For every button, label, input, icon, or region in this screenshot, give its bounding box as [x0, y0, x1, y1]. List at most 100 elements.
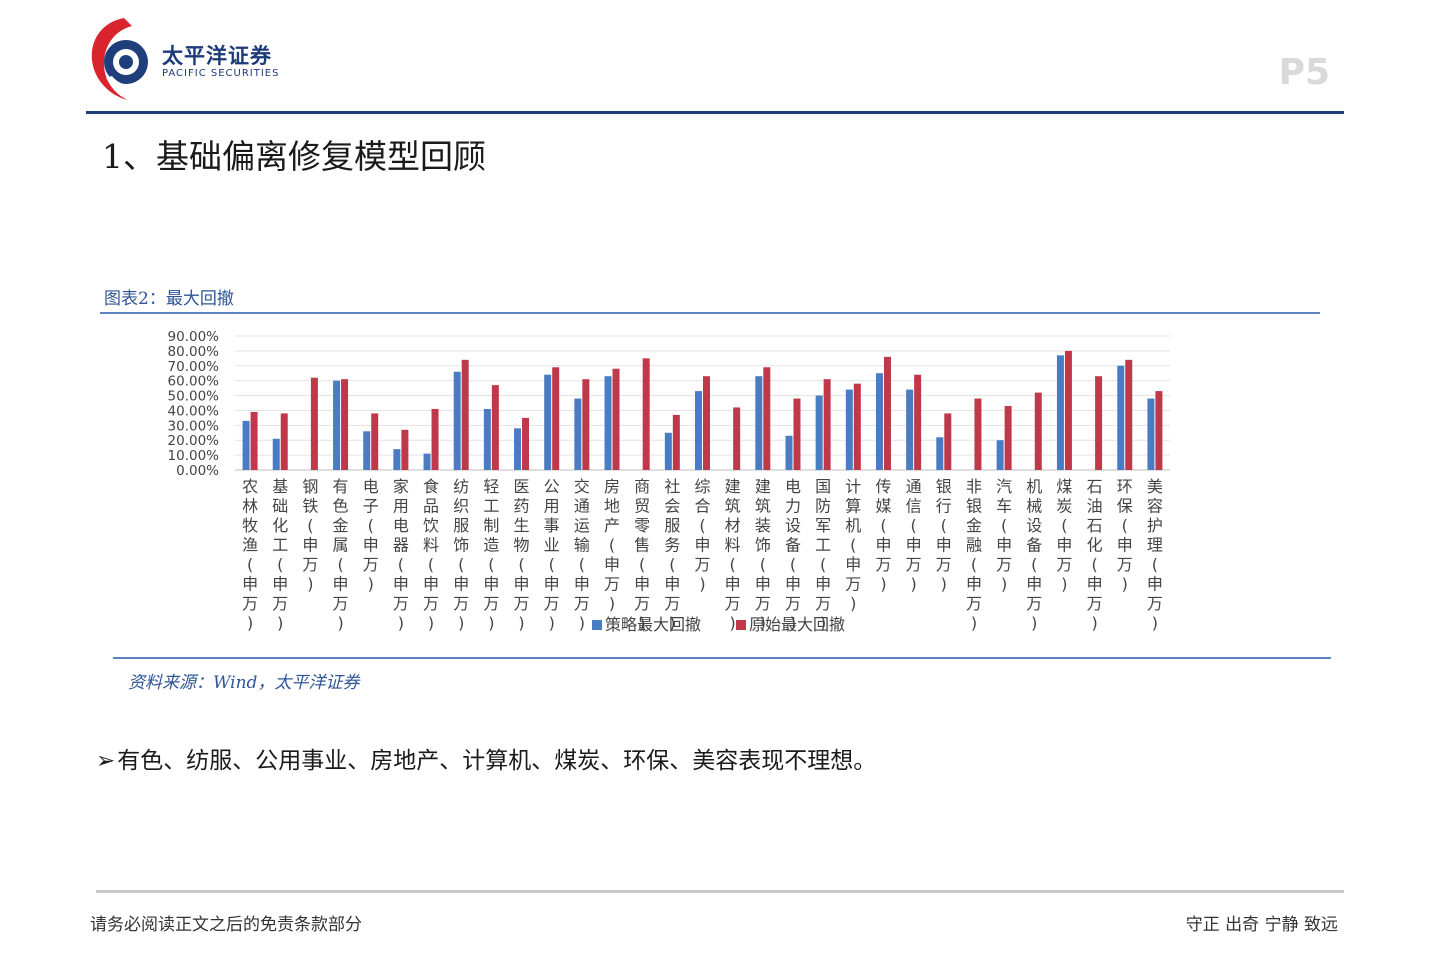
- source-divider: [113, 657, 1331, 659]
- bar-original: [1095, 376, 1103, 470]
- bar-original: [1034, 392, 1042, 470]
- bar-strategy: [604, 376, 612, 470]
- bar-strategy: [755, 376, 763, 470]
- legend-swatch: [592, 620, 602, 630]
- bar-original: [310, 377, 318, 470]
- figure-title-divider: [100, 312, 1320, 314]
- bar-strategy: [1147, 398, 1155, 470]
- bar-original: [341, 379, 349, 470]
- x-category-label: 钢铁(申万): [302, 477, 318, 594]
- legend-swatch: [736, 620, 746, 630]
- company-logo: 太平洋证券 PACIFIC SECURITIES: [88, 14, 288, 104]
- bar-original: [1064, 350, 1072, 470]
- bar-original: [1155, 391, 1163, 470]
- bar-original: [280, 413, 288, 470]
- x-category-label: 综合(申万): [694, 477, 710, 594]
- bar-strategy: [996, 440, 1004, 470]
- x-category-label: 非银金融(申万): [966, 477, 982, 633]
- y-tick-label: 60.00%: [168, 374, 220, 390]
- bar-strategy: [1117, 365, 1125, 470]
- x-category-label: 轻工制造(申万): [483, 477, 499, 633]
- bar-original: [401, 429, 409, 470]
- x-category-label: 计算机(申万): [845, 477, 861, 613]
- drawdown-bar-chart: 90.00%80.00%70.00%60.00%50.00%40.00%30.0…: [168, 329, 1170, 634]
- bar-strategy: [845, 389, 853, 470]
- y-tick-label: 0.00%: [176, 463, 219, 479]
- bar-strategy: [875, 373, 883, 470]
- bar-original: [883, 356, 891, 470]
- bar-strategy: [1056, 355, 1064, 470]
- y-tick-label: 40.00%: [168, 403, 220, 419]
- bar-original: [461, 359, 469, 470]
- x-category-label: 汽车(申万): [996, 477, 1012, 594]
- x-category-label: 建筑装饰(申万): [755, 477, 771, 633]
- x-category-label: 建筑材料(申万): [725, 477, 741, 633]
- bar-strategy: [574, 398, 582, 470]
- x-category-label: 家用电器(申万): [393, 477, 409, 633]
- summary-text: 有色、纺服、公用事业、房地产、计算机、煤炭、环保、美容表现不理想。: [117, 748, 877, 774]
- bar-original: [1004, 405, 1012, 470]
- bar-original: [552, 367, 560, 470]
- bar-original: [763, 367, 771, 470]
- x-category-label: 电力设备(申万): [785, 477, 801, 633]
- x-category-label: 社会服务(申万): [664, 477, 680, 633]
- bar-strategy: [333, 380, 341, 470]
- bar-original: [733, 407, 741, 470]
- legend-label: 原始最大回撤: [749, 615, 845, 634]
- x-category-label: 房地产(申万): [604, 477, 620, 613]
- x-category-label: 电子(申万): [363, 477, 379, 594]
- bar-original: [944, 413, 952, 470]
- bar-strategy: [483, 408, 491, 470]
- bar-strategy: [242, 420, 250, 470]
- x-category-label: 机械设备(申万): [1026, 477, 1042, 633]
- bar-strategy: [906, 389, 914, 470]
- header-divider: [86, 111, 1344, 114]
- x-category-label: 美容护理(申万): [1147, 477, 1163, 633]
- bar-original: [974, 398, 982, 470]
- x-category-label: 商贸零售(申万): [634, 477, 650, 633]
- bar-strategy: [664, 432, 672, 470]
- bar-original: [612, 368, 620, 470]
- bar-original: [703, 376, 710, 470]
- bar-original: [582, 379, 590, 470]
- bar-original: [823, 379, 831, 470]
- bar-strategy: [453, 371, 461, 470]
- y-tick-label: 50.00%: [168, 389, 220, 405]
- x-category-label: 银行(申万): [936, 477, 952, 594]
- y-tick-label: 80.00%: [168, 344, 220, 360]
- y-tick-label: 70.00%: [168, 359, 220, 375]
- x-category-label: 环保(申万): [1117, 477, 1133, 594]
- footer-divider: [96, 890, 1344, 893]
- bar-strategy: [363, 431, 371, 470]
- x-category-label: 医药生物(申万): [514, 477, 530, 633]
- y-tick-label: 30.00%: [168, 418, 220, 434]
- footer-motto: 守正 出奇 宁静 致远: [1185, 915, 1338, 935]
- bar-original: [522, 417, 530, 470]
- data-source: 资料来源：Wind，太平洋证券: [128, 673, 360, 693]
- y-tick-label: 10.00%: [168, 448, 220, 464]
- logo-mark-icon: [91, 18, 148, 100]
- footer-disclaimer: 请务必阅读正文之后的免责条款部分: [90, 915, 362, 935]
- x-category-label: 通信(申万): [906, 477, 922, 594]
- bar-original: [672, 414, 680, 470]
- logo-text-en: PACIFIC SECURITIES: [162, 68, 280, 79]
- x-category-label: 基础化工(申万): [272, 477, 288, 633]
- summary-bullet: ➢有色、纺服、公用事业、房地产、计算机、煤炭、环保、美容表现不理想。: [96, 741, 876, 775]
- bar-strategy: [393, 449, 401, 470]
- bar-original: [250, 411, 258, 470]
- x-category-label: 石油石化(申万): [1087, 477, 1103, 633]
- bar-original: [793, 398, 801, 470]
- bar-strategy: [695, 391, 702, 470]
- slide-title: 1、基础偏离修复模型回顾: [102, 137, 486, 176]
- bar-strategy: [544, 374, 552, 470]
- figure-title: 图表2：最大回撤: [104, 289, 234, 309]
- bar-strategy: [815, 395, 823, 470]
- bar-strategy: [514, 428, 522, 470]
- bar-original: [642, 358, 650, 470]
- bar-original: [491, 385, 499, 470]
- bar-original: [914, 374, 922, 470]
- y-tick-label: 90.00%: [168, 329, 220, 345]
- y-tick-label: 20.00%: [168, 433, 220, 449]
- x-category-label: 食品饮料(申万): [423, 477, 439, 633]
- x-category-label: 交通运输(申万): [574, 477, 590, 633]
